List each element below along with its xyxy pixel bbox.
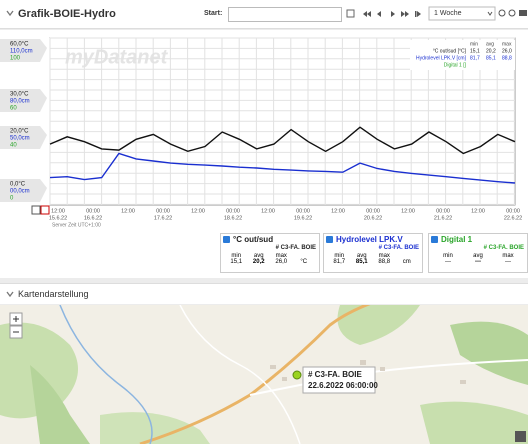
stat-value: 26,0 <box>270 259 293 265</box>
legend-column: max <box>502 41 512 47</box>
start-label: Start: <box>204 10 222 17</box>
stat-checkbox[interactable] <box>431 236 438 243</box>
legend-name: Digital 1 [] <box>444 62 467 68</box>
reset-toggle[interactable] <box>41 206 49 214</box>
info-toggle[interactable] <box>32 206 40 214</box>
legend-value: 88,8 <box>502 55 512 61</box>
legend-value: 15,1 <box>470 48 480 54</box>
legend-column: min <box>470 41 478 47</box>
x-tick-date: 17.6.22 <box>154 215 172 221</box>
axis-label: 100 <box>10 56 21 62</box>
stat-panel: °C out/sud# C3-FA. BOIEminavgmax15,120,2… <box>220 233 320 273</box>
stat-unit: cm <box>396 259 419 265</box>
info-button[interactable] <box>515 431 526 442</box>
station-marker[interactable] <box>293 371 301 379</box>
x-tick-time: 00:00 <box>296 208 310 214</box>
stat-value: 15,1 <box>225 259 248 265</box>
stat-checkbox[interactable] <box>326 236 333 243</box>
legend-value: 20,2 <box>486 48 496 54</box>
x-tick-date: 21.6.22 <box>434 215 452 221</box>
axis-label: 50,0cm <box>10 136 30 142</box>
chart: myDatanet 60,0°C110,0cm10030,0°C80,0cm60… <box>0 30 528 235</box>
nav-icons[interactable] <box>363 11 421 17</box>
x-tick-date: 15.6.22 <box>49 215 67 221</box>
axis-label: 60,0°C <box>10 42 29 48</box>
stat-device: # C3-FA. BOIE <box>221 245 319 253</box>
panel-title: Grafik-BOIE-Hydro <box>18 8 116 20</box>
camera-icon[interactable] <box>519 10 527 16</box>
x-tick-date: 19.6.22 <box>294 215 312 221</box>
axis-label: 60 <box>10 106 17 112</box>
axis-label: 40 <box>10 143 17 149</box>
legend-value: 85,1 <box>486 55 496 61</box>
map-title: Kartendarstellung <box>18 289 89 299</box>
axis-label: 30,0°C <box>10 92 29 98</box>
stat-value: 88,8 <box>373 259 396 265</box>
legend-value: 26,0 <box>502 48 512 54</box>
legend: min avg max °C out/sud [°C]15,1 20,2 26,0 Hydr… <box>410 40 515 70</box>
stat-value: 81,7 <box>328 259 351 265</box>
x-tick-time: 00:00 <box>86 208 100 214</box>
marker-name: # C3-FA. BOIE <box>308 370 362 379</box>
x-tick-time: 12:00 <box>51 208 65 214</box>
stat-value: 85,1 <box>351 259 374 265</box>
collapse-icon[interactable] <box>6 290 14 298</box>
timezone-note: Server Zeit UTC+1:00 <box>52 222 101 228</box>
x-tick-date: 22.6.22 <box>504 215 522 221</box>
stat-value: --- <box>463 259 493 265</box>
legend-column: avg <box>486 41 494 47</box>
stat-device: # C3-FA. BOIE <box>429 245 527 253</box>
x-tick-time: 12:00 <box>261 208 275 214</box>
stat-header: Hydrolevel LPK.V <box>324 234 422 245</box>
x-tick-time: 00:00 <box>506 208 520 214</box>
range-value: 1 Woche <box>434 10 462 17</box>
stat-header: °C out/sud <box>221 234 319 245</box>
zoom-in-icon[interactable] <box>499 10 505 16</box>
x-tick-date: 18.6.22 <box>224 215 242 221</box>
x-tick-date: 16.6.22 <box>84 215 102 221</box>
map-header: Kartendarstellung <box>0 283 528 304</box>
stat-name: °C out/sud <box>233 235 273 244</box>
stat-values: --------- <box>429 259 527 265</box>
axis-label: 80,0cm <box>10 99 30 105</box>
stat-values: 81,785,188,8cm <box>324 259 422 265</box>
axis-label: 20,0°C <box>10 129 29 135</box>
start-input[interactable] <box>228 7 342 22</box>
toolbar: Grafik-BOIE-Hydro Start: 1 Woche <box>0 0 528 29</box>
stat-name: Hydrolevel LPK.V <box>336 235 403 244</box>
x-tick-time: 12:00 <box>191 208 205 214</box>
x-tick-time: 00:00 <box>436 208 450 214</box>
axis-label: 110,0cm <box>10 49 33 55</box>
legend-name: Hydrolevel LPK.V [cm] <box>416 55 467 61</box>
stat-unit: °C <box>293 259 316 265</box>
calendar-icon[interactable] <box>347 10 354 17</box>
stat-device: # C3-FA. BOIE <box>324 245 422 253</box>
legend-value: 81,7 <box>470 55 480 61</box>
x-tick-time: 12:00 <box>471 208 485 214</box>
x-tick-date: 20.6.22 <box>364 215 382 221</box>
map[interactable]: # C3-FA. BOIE 22.6.2022 06:00:00 <box>0 305 528 444</box>
legend-name: °C out/sud [°C] <box>433 48 467 54</box>
stat-checkbox[interactable] <box>223 236 230 243</box>
marker-time: 22.6.2022 06:00:00 <box>308 381 378 390</box>
stat-header: Digital 1 <box>429 234 527 245</box>
x-tick-time: 12:00 <box>121 208 135 214</box>
axis-label: 0,0°C <box>10 182 26 188</box>
x-tick-time: 12:00 <box>331 208 345 214</box>
collapse-icon[interactable] <box>6 9 14 17</box>
x-tick-time: 12:00 <box>401 208 415 214</box>
page: Grafik-BOIE-Hydro Start: 1 Woche myDatan… <box>0 0 528 444</box>
x-tick-time: 00:00 <box>156 208 170 214</box>
stat-name: Digital 1 <box>441 235 472 244</box>
zoom-out-icon[interactable] <box>509 10 515 16</box>
axis-label: 00,0cm <box>10 189 30 195</box>
stat-value: 20,2 <box>248 259 271 265</box>
x-tick-time: 00:00 <box>366 208 380 214</box>
stat-value: --- <box>493 259 523 265</box>
x-tick-time: 00:00 <box>226 208 240 214</box>
stat-value: --- <box>433 259 463 265</box>
